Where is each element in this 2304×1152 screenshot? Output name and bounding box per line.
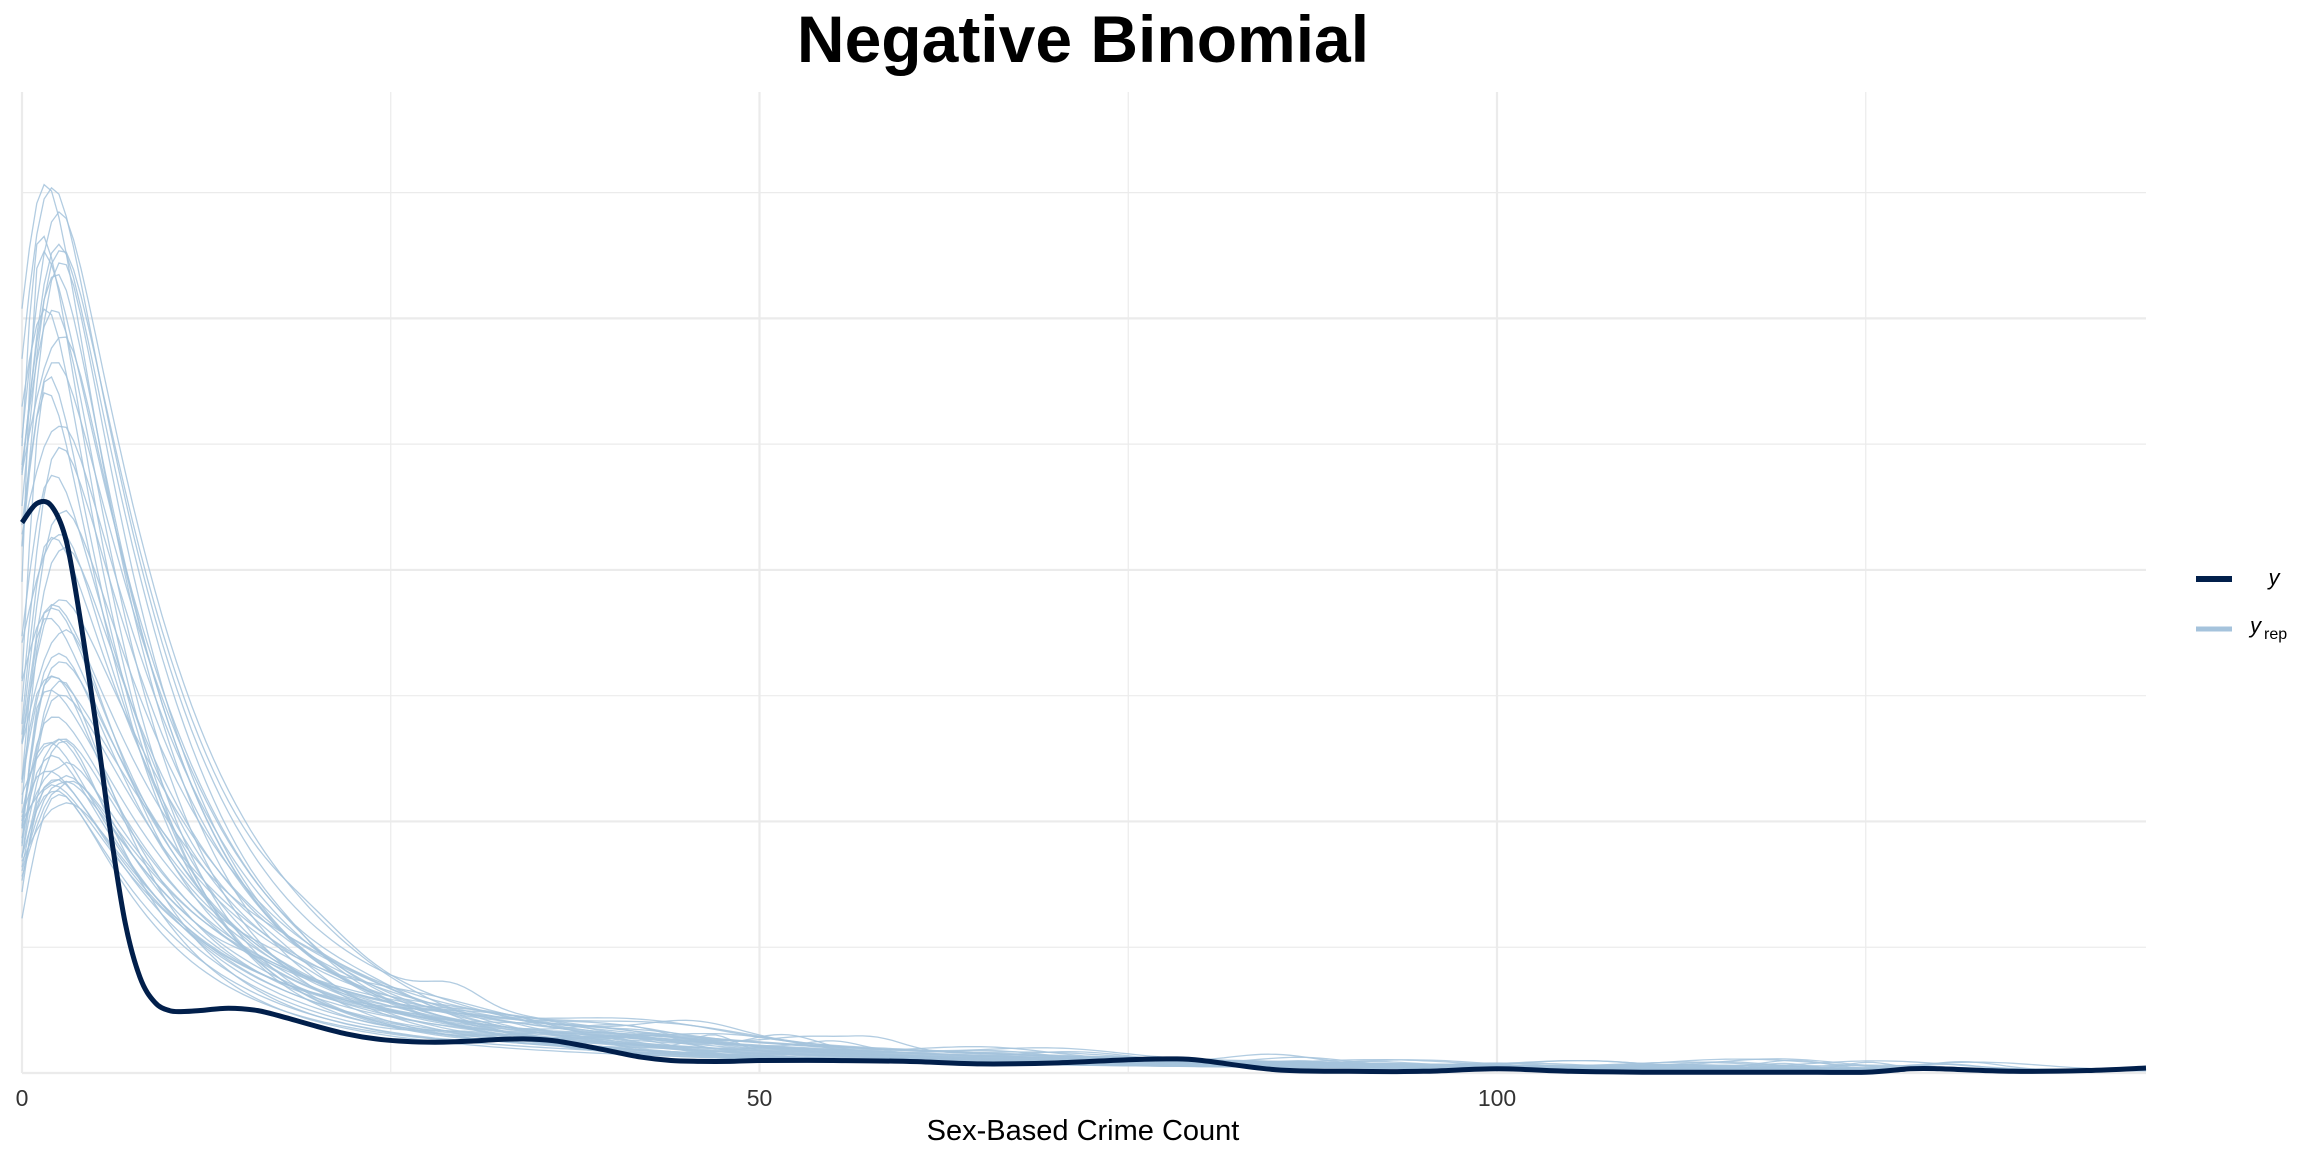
yrep-line-6: [21, 273, 2146, 1071]
yrep-line-13: [21, 780, 2146, 1071]
yrep-line-34: [21, 740, 2146, 1072]
yrep-line-10: [21, 392, 2146, 1072]
yrep-line-29: [21, 793, 2146, 1072]
x-tick-label-1: 50: [747, 1085, 773, 1111]
yrep-line-27: [21, 546, 2147, 1071]
x-tick-label-0: 0: [16, 1085, 29, 1111]
chart-title: Negative Binomial: [797, 2, 1369, 76]
x-axis-ticks: 0 50 100: [16, 1085, 1517, 1111]
yrep-line-18: [21, 761, 2146, 1071]
yrep-line-4: [21, 474, 2147, 1072]
yrep-line-26: [21, 210, 2146, 1072]
yrep-line-48: [21, 741, 2146, 1072]
legend: y y rep: [2196, 565, 2287, 643]
yrep-line-41: [21, 262, 2147, 1071]
yrep-line-5: [21, 716, 2146, 1072]
legend-label-yrep: y rep: [2248, 613, 2287, 643]
x-axis-label: Sex-Based Crime Count: [927, 1115, 1240, 1147]
x-tick-label-2: 100: [1478, 1085, 1516, 1111]
yrep-line-49: [21, 738, 2147, 1071]
yrep-line-32: [21, 308, 2146, 1072]
yrep-line-22: [21, 652, 2146, 1071]
legend-label-y: y: [2267, 565, 2282, 590]
legend-label-yrep-sub: rep: [2264, 626, 2287, 643]
yrep-line-33: [21, 509, 2147, 1071]
yrep-line-21: [21, 680, 2146, 1072]
yrep-line-16: [21, 336, 2146, 1072]
yrep-line-35: [21, 790, 2146, 1072]
yrep-line-25: [21, 186, 2146, 1071]
yrep-line-30: [21, 309, 2146, 1072]
y-density-line: [19, 498, 2147, 1075]
y-series-group: [19, 498, 2147, 1075]
legend-label-yrep-main: y: [2248, 613, 2263, 638]
yrep-line-11: [21, 235, 2146, 1072]
yrep-line-46: [21, 689, 2146, 1071]
grid-lines: [20, 92, 2146, 1075]
yrep-line-1: [21, 425, 2147, 1072]
yrep-line-2: [21, 738, 2147, 1071]
